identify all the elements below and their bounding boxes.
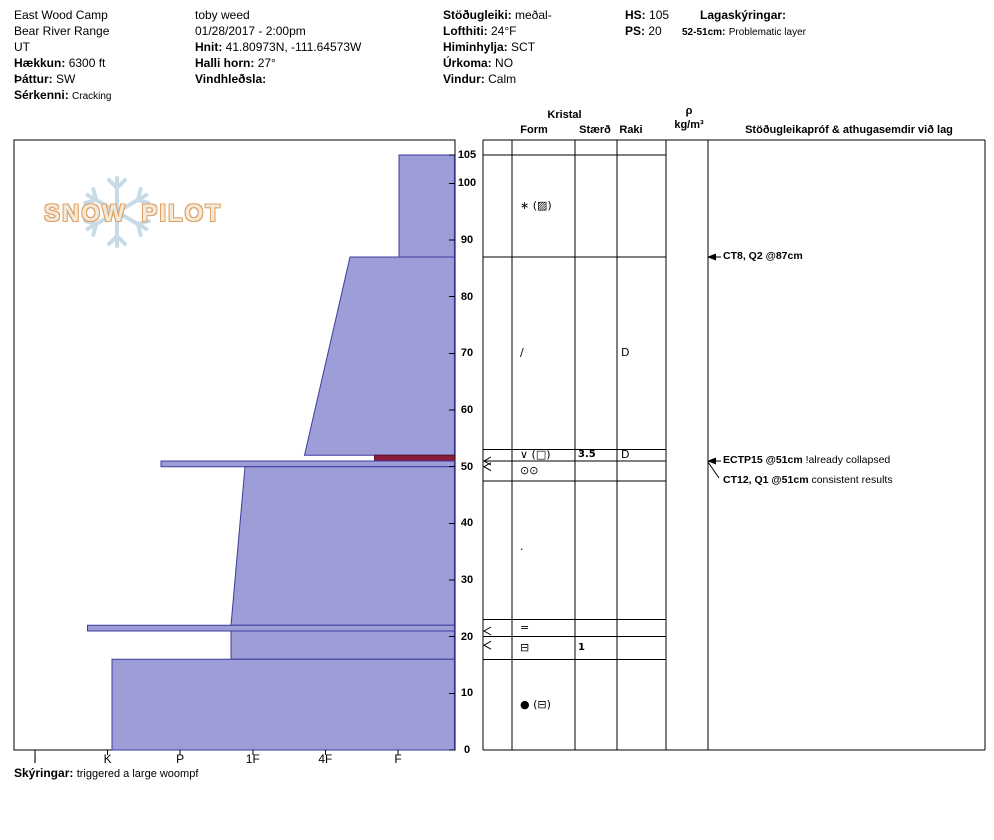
layer-notes-block: Lagaskýringar: 52-51cm: Problematic laye… [682, 7, 806, 41]
coords-value: 41.80973N, -111.64573W [225, 40, 362, 54]
stability-label: Stöðugleiki: [443, 8, 512, 22]
hardness-tick-label: F [394, 752, 402, 766]
observer-name: toby weed [195, 8, 250, 22]
grain-form-symbol: ● (⊟) [520, 697, 551, 711]
header-location-block: East Wood Camp Bear River Range UT Hækku… [14, 7, 112, 105]
elevation-value: 6300 ft [68, 56, 106, 70]
test-annotation: CT8, Q2 @87cm [723, 250, 803, 262]
grain-form-symbol: ∕ [520, 346, 524, 360]
hardness-tick-label: 1F [245, 752, 260, 766]
hardness-tick-label: 4F [318, 752, 333, 766]
density-unit-header: kg/m³ [674, 119, 704, 131]
test-annotation: ECTP15 @51cm !already collapsed [723, 454, 891, 466]
test-annotation: CT12, Q1 @51cm consistent results [723, 474, 893, 486]
precip-value: NO [495, 56, 514, 70]
location-name: East Wood Camp [14, 8, 108, 22]
header-depths-block: HS: 105 PS: 20 [625, 7, 669, 39]
location-state: UT [14, 40, 30, 54]
form-column-header: Form [520, 124, 548, 136]
depth-tick-label: 50 [460, 460, 474, 473]
comments-column-header: Stöðugleikapróf & athugasemdir við lag [745, 124, 953, 136]
snowflake-icon [83, 176, 151, 248]
hardness-tick-label: P [176, 752, 185, 766]
grain-size-value: 3.5 [578, 449, 596, 461]
hs-label: HS: [625, 8, 646, 22]
grain-form-symbol: ∨ (□) [520, 448, 551, 462]
grain-form-symbol: ∗ (▨) [520, 199, 552, 212]
footer-label: Skýringar: [14, 766, 74, 780]
depth-tick-label: 20 [460, 630, 474, 643]
depth-tick-label: 40 [460, 517, 474, 530]
sky-label: Himinhylja: [443, 40, 508, 54]
observation-datetime: 01/28/2017 - 2:00pm [195, 24, 306, 38]
airtemp-label: Lofthiti: [443, 24, 488, 38]
aspect-value: SW [56, 72, 76, 86]
grain-form-symbol: ⊟ [520, 641, 530, 654]
grain-wetness-value: D [621, 448, 630, 462]
ps-label: PS: [625, 24, 646, 38]
kristal-header: Kristal [547, 109, 582, 121]
hardness-tick-label: I [33, 752, 37, 766]
depth-tick-label: 70 [460, 347, 474, 360]
header-conditions-block: Stöðugleiki: meðal- Lofthiti: 24°F Himin… [443, 7, 552, 87]
depth-tick-label: 10 [460, 687, 474, 700]
header-observer-block: toby weed 01/28/2017 - 2:00pm Hnit: 41.8… [195, 7, 361, 87]
snowpilot-logo: SNOW PILOT [42, 170, 220, 254]
ps-value: 20 [648, 24, 662, 38]
wind-label: Vindur: [443, 72, 485, 86]
footer-value: triggered a large woompf [76, 768, 199, 780]
aspect-label: Þáttur: [14, 72, 53, 86]
elevation-label: Hækkun: [14, 56, 66, 70]
wetness-column-header: Raki [619, 124, 643, 136]
depth-tick-label: 100 [457, 177, 477, 190]
character-value: Cracking [72, 91, 112, 102]
airtemp-value: 24°F [491, 24, 517, 38]
grain-form-symbol: = [520, 621, 530, 635]
grain-size-value: 1 [578, 642, 585, 653]
windloading-label: Vindhleðsla: [195, 72, 267, 86]
footer-comments: Skýringar: triggered a large woompf [14, 766, 198, 780]
hs-value: 105 [649, 8, 670, 22]
precip-label: Úrkoma: [443, 56, 492, 70]
size-column-header: Stærð [579, 124, 611, 136]
stability-value: meðal- [515, 8, 552, 22]
slope-angle-label: Halli horn: [195, 56, 255, 70]
density-header: ρ [685, 105, 693, 117]
grain-form-symbol: · [520, 543, 524, 557]
character-label: Sérkenni: [14, 88, 69, 102]
layer-note-text: Problematic layer [728, 27, 806, 38]
logo-text: SNOW PILOT [44, 200, 222, 227]
wind-value: Calm [488, 72, 517, 86]
grain-wetness-value: D [621, 346, 630, 360]
layer-note-depth: 52-51cm: [682, 27, 726, 38]
depth-tick-label: 105 [457, 149, 477, 161]
sky-value: SCT [511, 40, 536, 54]
depth-tick-label: 80 [460, 290, 474, 303]
grain-form-symbol: ⊙⊙ [520, 463, 539, 477]
slope-angle-value: 27° [257, 56, 276, 70]
depth-tick-label: 0 [463, 744, 471, 756]
location-range: Bear River Range [14, 24, 110, 38]
depth-tick-label: 30 [460, 574, 474, 586]
layer-notes-label: Lagaskýringar: [700, 8, 787, 22]
depth-tick-label: 90 [460, 234, 474, 246]
hardness-tick-label: K [103, 752, 112, 766]
depth-tick-label: 60 [460, 404, 474, 416]
coords-label: Hnit: [195, 40, 223, 54]
